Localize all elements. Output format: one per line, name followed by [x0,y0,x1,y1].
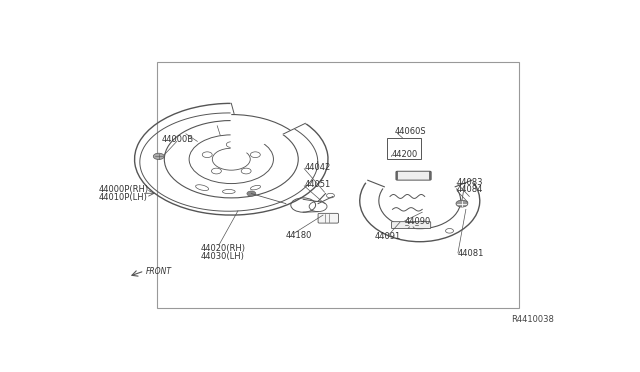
Text: 44084: 44084 [457,185,483,194]
Bar [157,62,519,308]
Text: 44010P(LH): 44010P(LH) [99,193,148,202]
Text: FRONT: FRONT [146,267,172,276]
Text: 44180: 44180 [286,231,312,240]
FancyBboxPatch shape [396,171,431,180]
Text: 44091: 44091 [375,232,401,241]
Text: 44000P(RH): 44000P(RH) [99,185,149,194]
Bar [387,138,421,159]
Text: 44081: 44081 [458,249,484,258]
FancyBboxPatch shape [392,222,431,228]
Text: 44090: 44090 [405,217,431,226]
Circle shape [247,191,256,196]
Text: 44020(RH): 44020(RH) [200,244,246,253]
Text: 44030(LH): 44030(LH) [200,251,244,260]
Circle shape [154,153,164,160]
FancyBboxPatch shape [318,214,339,223]
Circle shape [456,200,468,207]
Text: 44042: 44042 [304,163,330,172]
Polygon shape [231,97,313,159]
Text: 44000B: 44000B [162,135,194,144]
Text: 44060S: 44060S [395,127,427,136]
Text: 44051: 44051 [304,180,330,189]
Text: R4410038: R4410038 [511,315,554,324]
Text: 44083: 44083 [457,178,483,187]
Text: 44200: 44200 [392,150,418,159]
